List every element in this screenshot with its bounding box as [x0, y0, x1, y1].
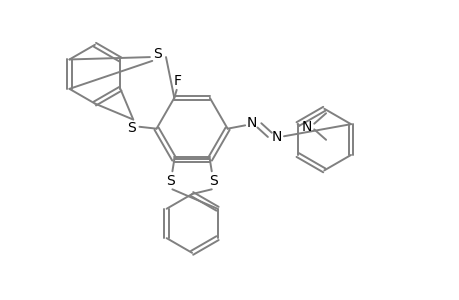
Text: N: N: [271, 130, 281, 144]
Text: N: N: [301, 119, 312, 134]
Text: N: N: [246, 116, 257, 130]
Text: S: S: [209, 174, 218, 188]
Text: F: F: [174, 74, 182, 88]
Text: S: S: [166, 174, 174, 188]
Text: S: S: [127, 121, 135, 135]
Text: S: S: [153, 47, 162, 61]
